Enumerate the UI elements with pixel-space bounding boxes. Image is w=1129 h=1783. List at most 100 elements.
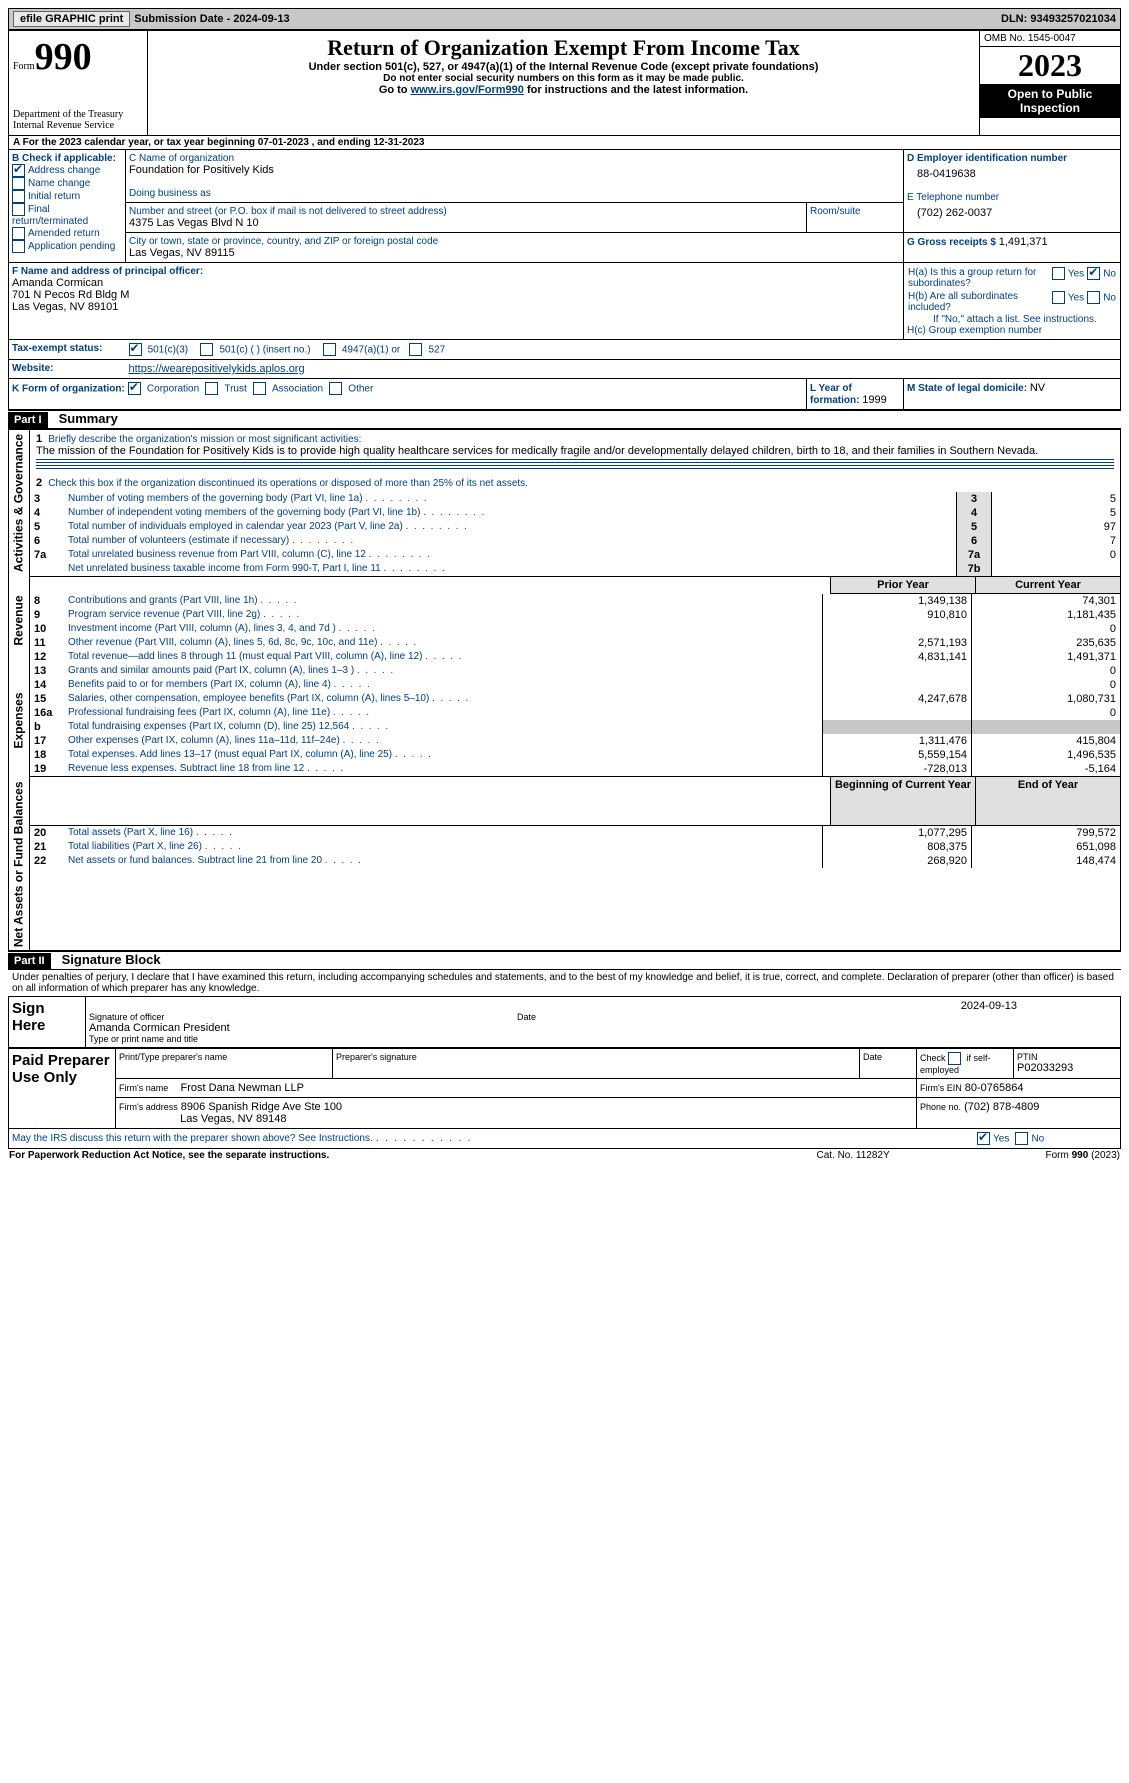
h-b-yes-check[interactable] [1052,291,1065,304]
self-emp-label: Check if self-employed [920,1052,1010,1075]
form-title: Return of Organization Exempt From Incom… [152,35,975,61]
submission-date: Submission Date - 2024-09-13 [134,13,289,25]
sign-here: Sign Here [9,997,86,1048]
boxb-check[interactable] [12,190,25,203]
ptin-label: PTIN [1017,1052,1117,1062]
box-c-name-label: C Name of organization [129,153,900,164]
box-b-label: B Check if applicable: [12,153,122,164]
box-e-label: E Telephone number [907,192,1117,203]
h-b-label: H(b) Are all subordinates included? [907,290,1051,314]
open-inspection: Open to Public Inspection [980,84,1120,118]
box-g-label: G Gross receipts $ [907,237,999,248]
discuss-label: May the IRS discuss this return with the… [12,1133,373,1144]
officer-signature: Amanda Cormican President [89,1022,1117,1034]
firm-addr1: 8906 Spanish Ridge Ave Ste 100 [181,1101,342,1113]
dba-label: Doing business as [129,188,900,199]
h-a-yes-check[interactable] [1052,267,1065,280]
city-label: City or town, state or province, country… [129,236,900,247]
h-b-note: If "No," attach a list. See instructions… [907,314,1117,325]
part-2-header: Part II Signature Block [8,951,1121,970]
goto-prefix: Go to [379,84,411,96]
corp-check[interactable] [128,382,141,395]
prep-date-label: Date [863,1052,913,1062]
assoc-check[interactable] [253,382,266,395]
mission-text: The mission of the Foundation for Positi… [36,445,1114,457]
side-revenue: Revenue [9,577,30,665]
officer-addr1: 701 N Pecos Rd Bldg M [12,289,900,301]
room-label: Room/suite [810,206,900,217]
discuss-no-check[interactable] [1015,1132,1028,1145]
dept-treasury: Department of the Treasury [13,109,143,120]
4947-check[interactable] [323,343,336,356]
form-number: 990 [35,36,92,78]
firm-addr-label: Firm's address [119,1102,178,1112]
other-check[interactable] [329,382,342,395]
boxb-check[interactable] [12,240,25,253]
current-year-hdr: Current Year [976,577,1121,594]
self-emp-check[interactable] [948,1052,961,1065]
box-l-label: L Year of formation: [810,383,862,406]
part-1-header: Part I Summary [8,410,1121,429]
sig-officer-label: Signature of officer [89,1012,164,1022]
boxb-check[interactable] [12,177,25,190]
ein: 88-0419638 [907,164,1117,192]
boxb-check[interactable] [12,164,25,177]
efile-print-button[interactable]: efile GRAPHIC print [13,11,130,27]
irs-link[interactable]: www.irs.gov/Form990 [411,84,524,96]
calendar-year-line: A For the 2023 calendar year, or tax yea… [8,136,1121,149]
box-m-label: M State of legal domicile: [907,383,1030,394]
form-header: Form990 Department of the Treasury Inter… [8,30,1121,136]
side-governance: Activities & Governance [9,430,30,577]
firm-name: Frost Dana Newman LLP [180,1082,304,1094]
year-formation: 1999 [862,394,886,406]
501c-check[interactable] [200,343,213,356]
paid-preparer-label: Paid Preparer Use Only [9,1049,116,1129]
signature-table: Sign Here 2024-09-13 Signature of office… [8,996,1121,1048]
box-j-label: Website: [9,360,126,379]
side-expenses: Expenses [9,664,30,777]
box-i-label: Tax-exempt status: [9,340,126,360]
addr-label: Number and street (or P.O. box if mail i… [129,206,803,217]
box-d-label: D Employer identification number [907,153,1117,164]
city-state-zip: Las Vegas, NV 89115 [129,247,900,259]
firm-name-label: Firm's name [119,1083,168,1093]
trust-check[interactable] [205,382,218,395]
end-year-hdr: End of Year [976,777,1121,826]
boxb-check[interactable] [12,203,25,216]
paperwork-notice: For Paperwork Reduction Act Notice, see … [8,1149,765,1162]
prep-sig-label: Preparer's signature [336,1052,856,1062]
prior-year-hdr: Prior Year [831,577,976,594]
h-b-no-check[interactable] [1087,291,1100,304]
cat-no: Cat. No. 11282Y [765,1149,942,1162]
tax-year: 2023 [980,47,1120,84]
dln: DLN: 93493257021034 [1001,13,1116,25]
gross-receipts: 1,491,371 [999,236,1048,248]
street-address: 4375 Las Vegas Blvd N 10 [129,217,803,229]
ptin: P02033293 [1017,1062,1117,1074]
website-link[interactable]: https://wearepositivelykids.aplos.org [129,363,305,375]
firm-ein: 80-0765864 [965,1082,1024,1094]
firm-ein-label: Firm's EIN [920,1083,962,1093]
top-toolbar: efile GRAPHIC print Submission Date - 20… [8,8,1121,30]
entity-info: B Check if applicable: Address changeNam… [8,149,1121,410]
501c3-check[interactable] [129,343,142,356]
omb-no: OMB No. 1545-0047 [980,31,1120,47]
sign-date: 2024-09-13 [89,1000,1117,1012]
subtitle-2: Do not enter social security numbers on … [152,73,975,84]
mission-label: Briefly describe the organization's miss… [48,434,361,445]
telephone: (702) 262-0037 [907,203,1117,219]
h-a-no-check[interactable] [1087,267,1100,280]
side-netassets: Net Assets or Fund Balances [9,777,30,951]
firm-phone: (702) 878-4809 [964,1101,1039,1113]
subtitle-1: Under section 501(c), 527, or 4947(a)(1)… [152,61,975,73]
box-k-label: K Form of organization: [12,383,125,394]
perjury-text: Under penalties of perjury, I declare th… [8,970,1121,996]
box-f-label: F Name and address of principal officer: [12,266,900,277]
firm-phone-label: Phone no. [920,1102,961,1112]
discuss-yes-check[interactable] [977,1132,990,1145]
h-a-label: H(a) Is this a group return for subordin… [907,266,1051,290]
goto-suffix: for instructions and the latest informat… [524,84,748,96]
form-footer: Form 990 (2023) [941,1149,1121,1162]
527-check[interactable] [409,343,422,356]
boxb-check[interactable] [12,227,25,240]
